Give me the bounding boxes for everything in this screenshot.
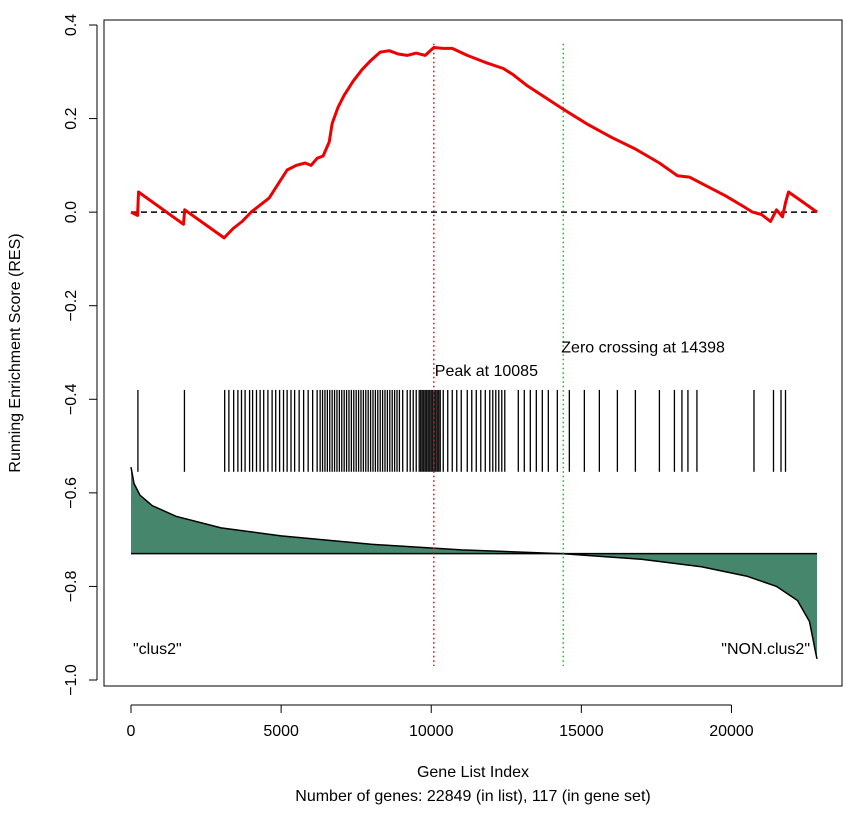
y-tick-label: 0.2 (63, 107, 80, 129)
x-tick-label: 15000 (559, 723, 604, 740)
running-enrichment-score-line (130, 46, 818, 240)
x-tick-label: 20000 (709, 723, 754, 740)
x-axis-subtitle: Number of genes: 22849 (in list), 117 (i… (295, 788, 650, 805)
y-tick-label: −1.0 (63, 664, 80, 696)
y-tick-label: 0.4 (63, 14, 80, 36)
y-tick-label: 0.0 (63, 201, 80, 223)
y-tick-label: −0.6 (63, 477, 80, 509)
axes: 0 5000 10000 15000 20000 −1.0 −0.8 −0.6 −0.4 −0.2… (63, 14, 843, 740)
plot-area (130, 43, 818, 666)
x-axis-label: Gene List Index (417, 764, 529, 781)
ranked-metric-area (131, 467, 817, 659)
x-tick-label: 0 (127, 723, 136, 740)
y-tick-label: −0.2 (63, 290, 80, 322)
left-phenotype-label: "clus2" (133, 641, 182, 658)
x-tick-label: 5000 (263, 723, 299, 740)
right-phenotype-label: "NON.clus2" (721, 641, 810, 658)
zero-crossing-annotation: Zero crossing at 14398 (561, 340, 725, 357)
ranked-metric-curve (130, 466, 818, 660)
y-axis-label: Running Enrichment Score (RES) (7, 233, 24, 472)
peak-annotation: Peak at 10085 (435, 363, 538, 380)
y-tick-label: −0.8 (63, 571, 80, 603)
x-tick-label: 10000 (409, 723, 454, 740)
y-tick-label: −0.4 (63, 383, 80, 415)
plot-frame (103, 19, 843, 687)
